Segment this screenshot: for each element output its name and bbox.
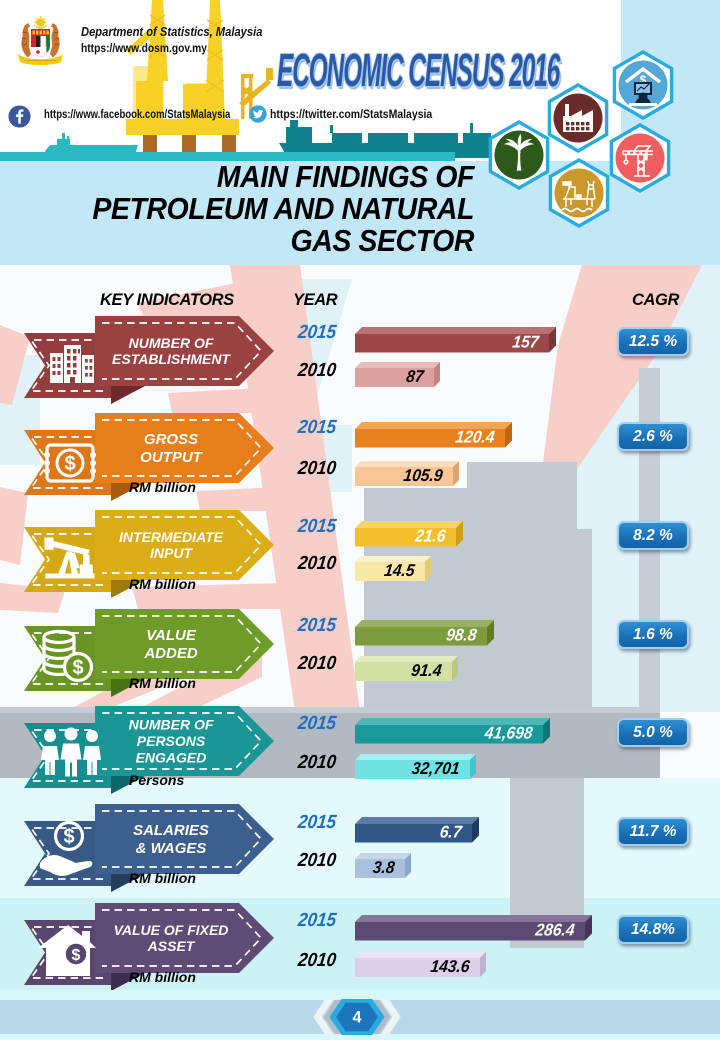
svg-text:3.8: 3.8 xyxy=(372,858,397,877)
svg-text:& WAGES: & WAGES xyxy=(136,840,207,857)
svg-text:6.7: 6.7 xyxy=(439,823,464,842)
svg-text:INPUT: INPUT xyxy=(150,545,193,561)
svg-text:Persons: Persons xyxy=(129,772,184,788)
svg-text:ENGAGED: ENGAGED xyxy=(136,750,207,766)
svg-text:87: 87 xyxy=(405,367,426,386)
svg-text:$: $ xyxy=(64,453,75,475)
svg-text:157: 157 xyxy=(511,332,540,351)
svg-text:ESTABLISHMENT: ESTABLISHMENT xyxy=(112,351,231,367)
svg-text:143.6: 143.6 xyxy=(429,957,471,976)
svg-text:RM billion: RM billion xyxy=(129,870,196,886)
svg-text:105.9: 105.9 xyxy=(402,466,444,485)
svg-text:$: $ xyxy=(63,826,74,848)
svg-text:INTERMEDIATE: INTERMEDIATE xyxy=(119,529,224,545)
svg-text:NUMBER OF: NUMBER OF xyxy=(129,717,214,733)
svg-text:VALUE OF FIXED: VALUE OF FIXED xyxy=(114,922,229,938)
svg-text:NUMBER OF: NUMBER OF xyxy=(129,335,214,351)
svg-text:OUTPUT: OUTPUT xyxy=(140,449,204,466)
svg-text:GROSS: GROSS xyxy=(144,431,198,448)
svg-text:14.5: 14.5 xyxy=(383,561,417,580)
svg-text:120.4: 120.4 xyxy=(454,427,495,446)
svg-text:91.4: 91.4 xyxy=(410,661,443,680)
svg-text:RM billion: RM billion xyxy=(129,675,196,691)
svg-text:RM billion: RM billion xyxy=(129,576,196,592)
svg-text:SALARIES: SALARIES xyxy=(133,822,209,839)
svg-text:$: $ xyxy=(640,73,647,87)
svg-text:PERSONS: PERSONS xyxy=(137,733,206,749)
svg-text:VALUE: VALUE xyxy=(146,627,197,644)
svg-text:RM billion: RM billion xyxy=(129,969,196,985)
svg-text:$: $ xyxy=(72,947,81,964)
svg-text:286.4: 286.4 xyxy=(533,920,575,939)
svg-text:41,698: 41,698 xyxy=(483,724,535,743)
svg-text:21.6: 21.6 xyxy=(413,526,448,545)
svg-text:4: 4 xyxy=(353,1009,362,1027)
svg-text:98.8: 98.8 xyxy=(445,626,479,645)
svg-text:32,701: 32,701 xyxy=(411,759,461,778)
svg-text:ADDED: ADDED xyxy=(143,645,198,662)
svg-text:RM billion: RM billion xyxy=(129,479,196,495)
svg-text:ASSET: ASSET xyxy=(147,938,196,954)
svg-text:$: $ xyxy=(72,657,83,679)
